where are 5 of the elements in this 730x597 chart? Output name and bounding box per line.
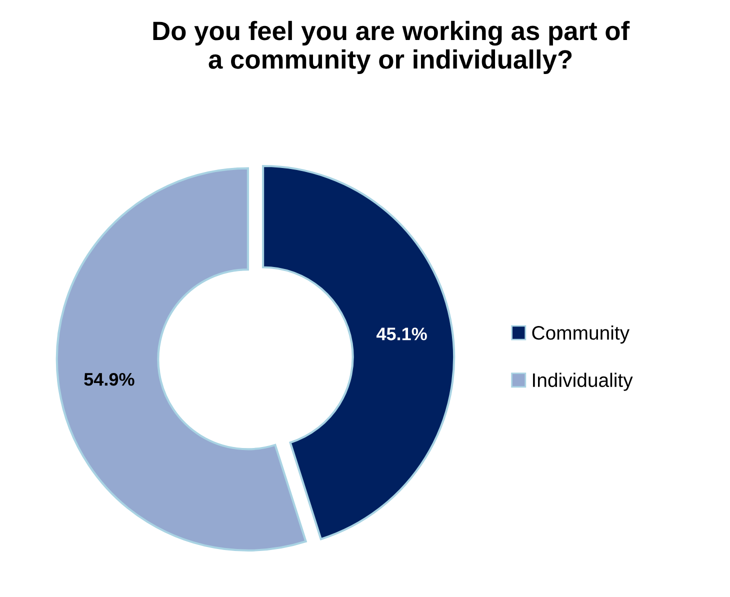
legend-label: Community [532, 325, 630, 344]
chart-title: Do you feel you are working as part of a community or individually? [153, 20, 630, 74]
data-label: 54.9% [84, 372, 134, 386]
legend-label: Individuality [533, 372, 633, 391]
data-label: 45.1% [376, 328, 427, 340]
